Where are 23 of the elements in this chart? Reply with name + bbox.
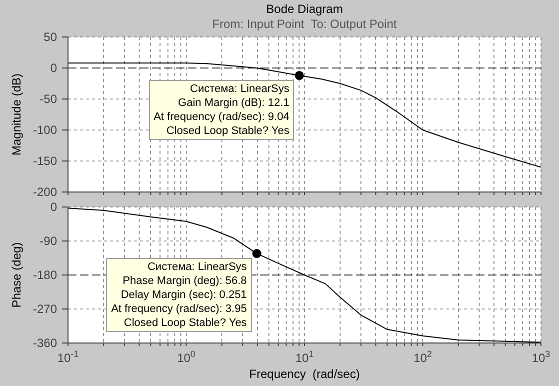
x-axis-title: Frequency (rad/sec) (248, 367, 361, 381)
y-tick-label: -270 (32, 302, 58, 316)
y-tick-label: -100 (32, 123, 58, 137)
y-tick-label: 50 (44, 30, 58, 44)
y-tick-label: -90 (40, 234, 58, 248)
y-tick-label: -200 (32, 185, 58, 199)
annotation: Система: LinearSys Gain Margin (dB): 12.1 At frequency (rad/sec): 9.04 Closed Loop Stable? Yes (148, 80, 294, 140)
y-tick-label: -50 (40, 92, 58, 106)
y-tick-label: -360 (32, 336, 58, 350)
y-axis-title: Phase (deg) (9, 242, 24, 308)
chart-subtitle: From: Input Point To: Output Point (211, 17, 398, 31)
y-tick-label: -180 (32, 268, 58, 282)
x-tick-label: 10$^{-1}$ (57, 349, 79, 365)
y-tick-label: -150 (32, 154, 58, 168)
annotation: Система: LinearSys Phase Margin (deg): 56.8 Delay Margin (sec): 0.251 At frequency (rad/sec): 3.95 Closed Loop Stable? Yes (106, 258, 252, 332)
x-tick-label: 10$^{0}$ (177, 349, 196, 365)
x-tick-label: 10$^{1}$ (295, 349, 314, 365)
chart-title: Bode Diagram (265, 2, 344, 16)
x-tick-label: 10$^{3}$ (532, 349, 550, 365)
x-tick-label: 10$^{2}$ (414, 349, 432, 365)
y-tick-label: 0 (50, 61, 58, 75)
y-tick-label: 0 (50, 200, 58, 214)
y-axis-title: Magnitude (dB) (9, 73, 24, 156)
